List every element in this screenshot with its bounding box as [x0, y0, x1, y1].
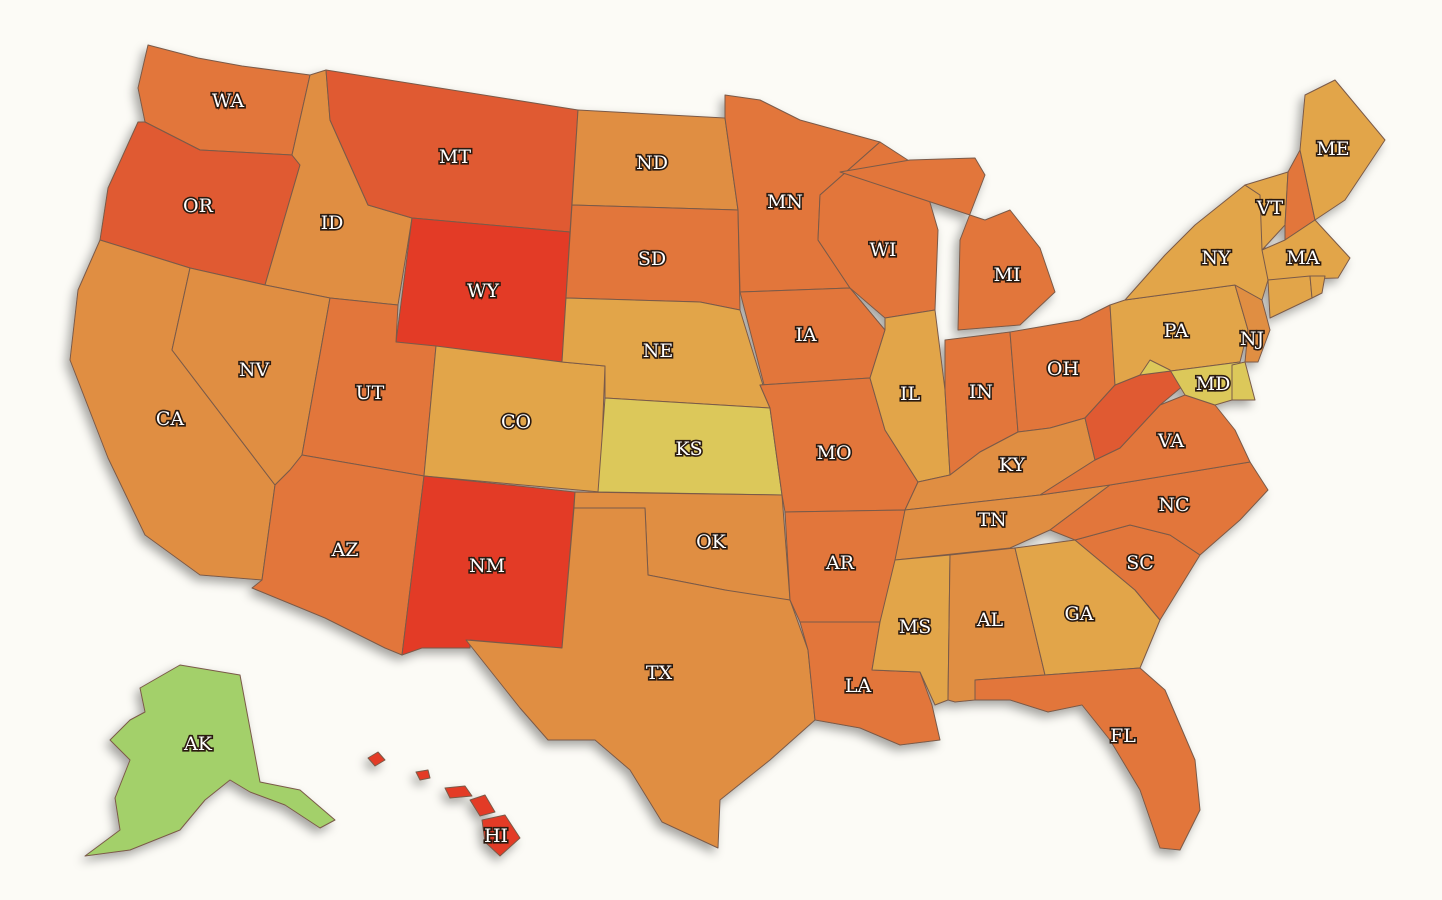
label-AL: AL	[976, 609, 1004, 631]
state-DE[interactable]	[1231, 361, 1256, 401]
label-WI: WI	[869, 239, 896, 261]
label-VT: VT	[1256, 197, 1284, 219]
state-HI[interactable]	[367, 751, 521, 857]
label-MA: MA	[1286, 247, 1319, 269]
label-SD: SD	[638, 248, 666, 270]
label-PA: PA	[1164, 320, 1189, 342]
label-LA: LA	[845, 675, 872, 697]
label-OK: OK	[696, 531, 727, 553]
label-MD: MD	[1196, 373, 1231, 395]
label-MO: MO	[816, 442, 851, 464]
label-AR: AR	[825, 552, 855, 574]
label-MS: MS	[899, 616, 931, 638]
label-ID: ID	[321, 212, 344, 234]
label-SC: SC	[1126, 552, 1154, 574]
state-VT[interactable]	[1244, 171, 1289, 251]
state-MI[interactable]	[839, 157, 1056, 331]
label-GA: GA	[1065, 603, 1094, 625]
label-MN: MN	[767, 191, 803, 213]
label-KY: KY	[999, 454, 1026, 476]
label-TX: TX	[646, 662, 673, 684]
label-NV: NV	[239, 359, 270, 381]
label-HI: HI	[484, 825, 508, 847]
label-VA: VA	[1157, 430, 1184, 452]
label-NJ: NJ	[1240, 328, 1264, 350]
label-IL: IL	[900, 383, 921, 405]
label-IA: IA	[795, 324, 817, 346]
state-CT[interactable]	[1267, 275, 1313, 319]
label-AK: AK	[183, 733, 213, 755]
label-FL: FL	[1110, 725, 1136, 747]
state-AK[interactable]	[84, 664, 336, 857]
label-OR: OR	[183, 195, 214, 217]
label-MI: MI	[994, 264, 1021, 286]
label-MT: MT	[439, 146, 471, 168]
label-ME: ME	[1316, 138, 1349, 160]
label-AZ: AZ	[331, 539, 359, 561]
state-FL[interactable]	[974, 667, 1201, 851]
label-UT: UT	[356, 382, 385, 404]
label-WY: WY	[467, 280, 500, 302]
label-OH: OH	[1047, 358, 1079, 380]
label-NC: NC	[1158, 494, 1189, 516]
label-NE: NE	[643, 340, 674, 362]
label-TN: TN	[977, 509, 1006, 531]
label-CO: CO	[501, 411, 531, 433]
label-WA: WA	[212, 90, 245, 112]
state-TX[interactable]	[465, 507, 816, 849]
state-RI[interactable]	[1309, 275, 1326, 299]
label-IN: IN	[969, 381, 993, 403]
label-ND: ND	[636, 152, 668, 174]
state-NY[interactable]	[1124, 184, 1269, 301]
label-NY: NY	[1201, 247, 1231, 269]
label-NM: NM	[469, 555, 505, 577]
label-KS: KS	[675, 438, 702, 460]
label-CA: CA	[156, 408, 185, 430]
